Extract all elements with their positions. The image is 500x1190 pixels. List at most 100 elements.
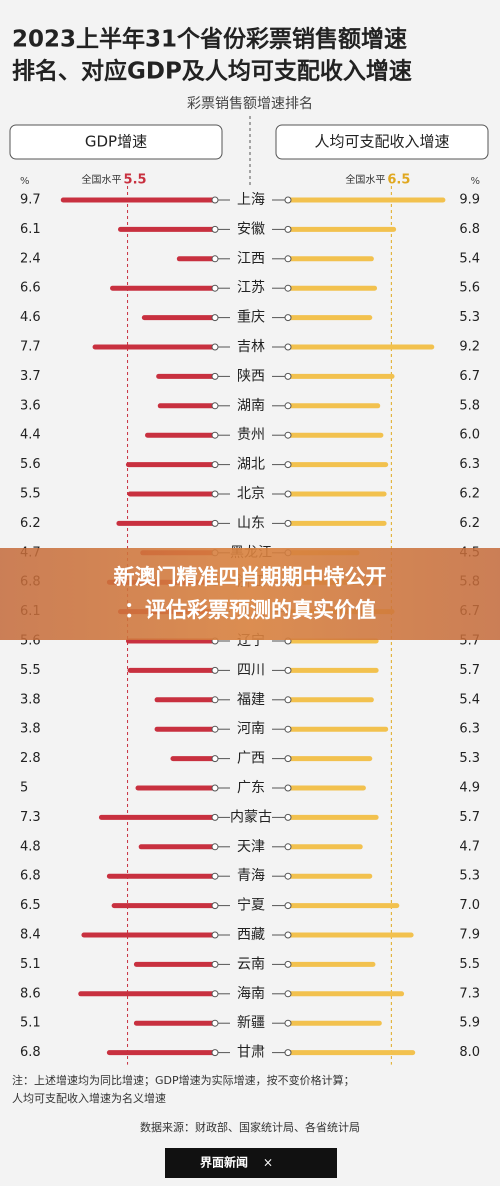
bar — [133, 961, 215, 967]
value-label: 6.6 — [20, 281, 41, 296]
category-label: 四川 — [237, 662, 265, 678]
value-label: 4.9 — [459, 781, 480, 796]
value-label: 6.7 — [459, 369, 480, 384]
bar-dot — [284, 696, 292, 704]
bar-dot — [211, 431, 219, 439]
bar — [288, 785, 366, 791]
bar-dot — [211, 314, 219, 322]
note: 注：上述增速均为同比增速；GDP增速为实际增速，按不变价格计算； — [12, 1073, 355, 1087]
value-label: 5.6 — [20, 457, 41, 472]
bar — [288, 403, 381, 409]
bar — [154, 726, 215, 732]
value-label: 5.9 — [459, 1016, 480, 1031]
bar — [135, 785, 215, 791]
bar — [288, 491, 387, 497]
category-label: 天津 — [237, 839, 265, 855]
bar-dot — [284, 755, 292, 763]
bar-dot — [284, 284, 292, 292]
bar-dot — [284, 990, 292, 998]
bar — [156, 373, 215, 379]
reference-label: 全国水平 — [82, 173, 122, 186]
category-label: 宁夏 — [237, 897, 265, 914]
value-label: 5.1 — [20, 1016, 41, 1031]
value-label: 6.3 — [459, 457, 480, 472]
bar — [288, 256, 374, 262]
banner-text: 新澳门精准四肖期期中特公开 — [114, 565, 387, 589]
bar-dot — [284, 314, 292, 322]
category-label: 江苏 — [237, 280, 265, 296]
bar — [288, 373, 395, 379]
value-label: 8.0 — [459, 1045, 480, 1060]
value-label: 3.7 — [20, 369, 41, 384]
bar — [141, 315, 215, 321]
value-label: 2.8 — [20, 751, 41, 766]
title-line: 排名、对应GDP及人均可支配收入增速 — [12, 58, 412, 85]
bar — [288, 844, 363, 850]
bar — [111, 903, 215, 909]
unit: % — [20, 176, 30, 187]
bar-dot — [211, 461, 219, 469]
bar-dot — [284, 931, 292, 939]
value-label: 7.0 — [459, 898, 480, 913]
bar-dot — [284, 431, 292, 439]
value-label: 2.4 — [20, 251, 41, 266]
bar — [288, 667, 379, 673]
bar-dot — [211, 931, 219, 939]
banner-bg — [0, 548, 500, 640]
bar — [106, 1050, 215, 1056]
bar-dot — [211, 666, 219, 674]
bar-dot — [211, 284, 219, 292]
value-label: 3.8 — [20, 722, 41, 737]
bar-dot — [211, 255, 219, 263]
value-label: 4.7 — [459, 839, 480, 854]
bar — [288, 814, 379, 820]
bar — [288, 344, 435, 350]
bar — [92, 344, 215, 350]
bar — [125, 462, 215, 468]
bar-dot — [284, 225, 292, 233]
bar — [145, 432, 215, 438]
bar — [176, 256, 215, 262]
unit: % — [470, 176, 480, 187]
category-label: 广西 — [237, 751, 265, 767]
bar-dot — [211, 902, 219, 910]
value-label: 5.7 — [459, 663, 480, 678]
bar — [288, 991, 405, 997]
bar-dot — [211, 960, 219, 968]
bar — [98, 814, 215, 820]
value-label: 7.3 — [459, 986, 480, 1001]
bar — [288, 1020, 382, 1026]
bar — [78, 991, 215, 997]
bar-dot — [284, 902, 292, 910]
category-label: 北京 — [237, 486, 265, 502]
reference-label: 全国水平 — [345, 173, 385, 186]
value-label: 9.2 — [459, 340, 480, 355]
bar — [106, 873, 215, 879]
value-label: 5.4 — [459, 251, 480, 266]
value-label: 4.8 — [20, 839, 41, 854]
bar-dot — [211, 372, 219, 380]
value-label: 6.2 — [20, 516, 41, 531]
bar — [288, 756, 373, 762]
bar-dot — [211, 490, 219, 498]
bar — [60, 197, 215, 203]
reference-value: 5.5 — [124, 173, 147, 188]
category-label: 贵州 — [237, 427, 265, 443]
value-label: 6.0 — [459, 428, 480, 443]
value-label: 5.7 — [459, 810, 480, 825]
value-label: 9.9 — [459, 193, 480, 208]
bar — [288, 226, 397, 232]
bar — [133, 1020, 215, 1026]
bar-dot — [284, 1019, 292, 1027]
bar — [288, 197, 446, 203]
category-label: 河南 — [237, 721, 265, 737]
bar-dot — [211, 402, 219, 410]
footer-separator: × — [263, 1156, 273, 1170]
bar-dot — [211, 225, 219, 233]
value-label: 5.1 — [20, 957, 41, 972]
value-label: 5.3 — [459, 310, 480, 325]
bar — [157, 403, 215, 409]
bar-dot — [284, 813, 292, 821]
value-label: 6.2 — [459, 516, 480, 531]
